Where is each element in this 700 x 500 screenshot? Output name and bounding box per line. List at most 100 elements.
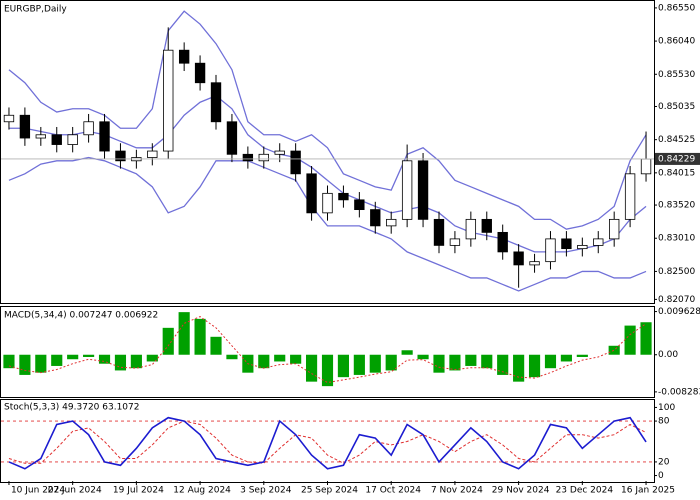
y-tick-label: 0 [658, 471, 664, 481]
macd-bar [528, 354, 541, 378]
y-tick-label: 0.84525 [658, 135, 695, 145]
macd-bar [194, 318, 206, 355]
x-tick-label: 10 Jun 2024 [11, 486, 65, 496]
candle-body [513, 251, 524, 266]
x-tick-label: 25 Sep 2024 [301, 486, 358, 496]
macd-bar [35, 354, 47, 373]
x-tick-label: 3 Sep 2024 [240, 486, 292, 496]
y-tick-label: 0.82500 [658, 267, 695, 277]
macd-bar [465, 354, 477, 366]
candle-body [242, 153, 254, 162]
macd-bar [560, 354, 572, 362]
macd-bar [83, 354, 95, 357]
y-tick-label: -0.008283 [658, 387, 700, 397]
macd-bar [513, 354, 525, 382]
y-tick-label: 80 [658, 417, 670, 427]
macd-signal [8, 316, 647, 384]
macd-bar [337, 354, 350, 378]
macd-bar [19, 354, 31, 375]
macd-bar [640, 322, 652, 355]
macd-title: MACD(5,34,4) 0.007247 0.006922 [4, 311, 158, 321]
candle-body [274, 150, 285, 155]
candle-body [481, 218, 492, 233]
candle-body [35, 134, 46, 139]
macd-bar [608, 345, 620, 355]
candle-body [386, 218, 397, 227]
y-tick-label: 0.82070 [658, 295, 695, 305]
macd-bar [481, 354, 493, 369]
macd-bar [146, 354, 158, 362]
macd-bar [178, 312, 190, 355]
candle-body [51, 134, 62, 145]
macd-bar [353, 354, 365, 375]
y-tick-label: 0.83010 [658, 234, 695, 244]
candle-body [19, 114, 31, 139]
macd-bar [417, 354, 429, 360]
macd-bar [274, 354, 286, 362]
candle-body [322, 192, 333, 214]
macd-bar [98, 354, 111, 364]
candle-body [210, 82, 222, 123]
bollinger-lower [8, 156, 647, 292]
candle-body [306, 173, 317, 214]
macd-bar [305, 354, 318, 382]
bollinger-middle [8, 94, 647, 253]
stoch-signal [8, 420, 647, 464]
macd-bar [385, 354, 397, 371]
y-tick-label: 0.83520 [658, 201, 695, 211]
bollinger-upper [8, 10, 647, 230]
candle-body [3, 114, 15, 123]
macd-bar [624, 325, 636, 355]
y-tick-label: 0.009628 [658, 307, 700, 317]
candle-body [529, 261, 540, 266]
candle-body [449, 238, 461, 246]
macd-bar [449, 354, 461, 371]
candle-body [401, 160, 413, 220]
candle-body [178, 49, 190, 64]
y-tick-label: 20 [658, 457, 670, 467]
candle-body [163, 49, 174, 152]
y-tick-label: 0.00 [658, 350, 678, 360]
macd-bar [51, 354, 63, 366]
candle-body [545, 238, 556, 263]
candle-body [338, 192, 349, 201]
candle-body [577, 244, 588, 250]
macd-bar [114, 354, 127, 371]
macd-bar [369, 354, 381, 373]
last-price-label: 0.84229 [658, 154, 695, 164]
candle-body [640, 158, 652, 175]
candle-body [147, 150, 158, 158]
candle-body [354, 199, 365, 211]
macd-bar [3, 354, 15, 369]
candle-body [433, 218, 445, 246]
x-tick-label: 17 Oct 2024 [365, 486, 421, 496]
stoch-main [8, 416, 647, 470]
macd-bar [544, 354, 557, 369]
candle-body [624, 173, 636, 220]
macd-bar [321, 354, 334, 387]
macd-bar [497, 354, 509, 375]
y-tick-label: 0.84015 [658, 168, 695, 178]
candle-body [417, 160, 429, 220]
macd-bar [576, 354, 588, 357]
x-tick-label: 29 Nov 2024 [492, 486, 550, 496]
x-tick-label: 19 Jul 2024 [113, 486, 164, 496]
macd-bar [401, 350, 413, 355]
macd-bar [67, 354, 79, 360]
candle-body [497, 231, 508, 253]
x-tick-label: 16 Jan 2025 [621, 486, 675, 496]
candle-body [99, 121, 110, 152]
candle-body [194, 62, 206, 84]
macd-bar [226, 354, 238, 360]
price-title: EURGBP,Daily [4, 5, 67, 15]
candle-body [115, 150, 126, 162]
candle-body [465, 218, 477, 240]
candle-body [226, 121, 238, 155]
last-price-box [655, 152, 700, 165]
macd-bar [162, 327, 174, 355]
candle-body [67, 134, 78, 145]
candle-body [593, 238, 604, 246]
candle-body [290, 150, 301, 175]
